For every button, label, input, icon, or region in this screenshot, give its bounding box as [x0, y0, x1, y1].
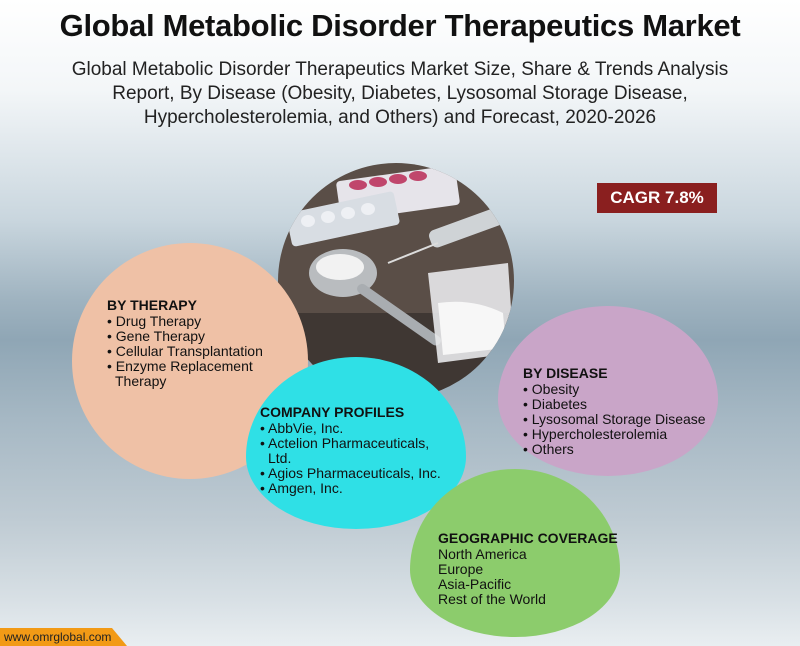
disease-item: • Others	[523, 441, 574, 457]
company-profiles-bubble: COMPANY PROFILES • AbbVie, Inc. • Acteli…	[246, 357, 466, 529]
footer-url[interactable]: www.omrglobal.com	[0, 628, 127, 646]
pharma-photo	[278, 163, 514, 399]
company-item: • Actelion Pharmaceuticals,	[260, 435, 430, 451]
disease-item: • Diabetes	[523, 396, 588, 412]
by-disease-heading: BY DISEASE	[523, 365, 608, 381]
disease-item: • Lysosomal Storage Disease	[523, 411, 706, 427]
region-item: North America	[438, 546, 527, 562]
cagr-badge: CAGR 7.8%	[597, 183, 717, 213]
disease-item: • Hypercholesterolemia	[523, 426, 668, 442]
company-item: Ltd.	[268, 450, 292, 466]
therapy-item: Therapy	[115, 373, 167, 389]
by-disease-bubble: BY DISEASE • Obesity • Diabetes • Lysoso…	[498, 306, 718, 476]
company-item: • Amgen, Inc.	[260, 480, 343, 496]
company-item: • Agios Pharmaceuticals, Inc.	[260, 465, 441, 481]
company-item: • AbbVie, Inc.	[260, 420, 344, 436]
page-subtitle: Global Metabolic Disorder Therapeutics M…	[71, 59, 729, 128]
disease-item: • Obesity	[523, 381, 580, 397]
therapy-item: • Cellular Transplantation	[107, 343, 263, 359]
page-title: Global Metabolic Disorder Therapeutics M…	[59, 8, 741, 43]
region-item: Europe	[438, 561, 484, 577]
region-item: Rest of the World	[438, 591, 546, 607]
geographic-coverage-bubble: GEOGRAPHIC COVERAGE North America Europe…	[410, 469, 620, 637]
company-profiles-heading: COMPANY PROFILES	[260, 404, 405, 420]
geographic-coverage-heading: GEOGRAPHIC COVERAGE	[438, 530, 618, 546]
therapy-item: • Drug Therapy	[107, 313, 202, 329]
therapy-item: • Gene Therapy	[107, 328, 206, 344]
therapy-item: • Enzyme Replacement	[107, 358, 253, 374]
region-item: Asia-Pacific	[438, 576, 512, 592]
by-therapy-heading: BY THERAPY	[107, 297, 197, 313]
